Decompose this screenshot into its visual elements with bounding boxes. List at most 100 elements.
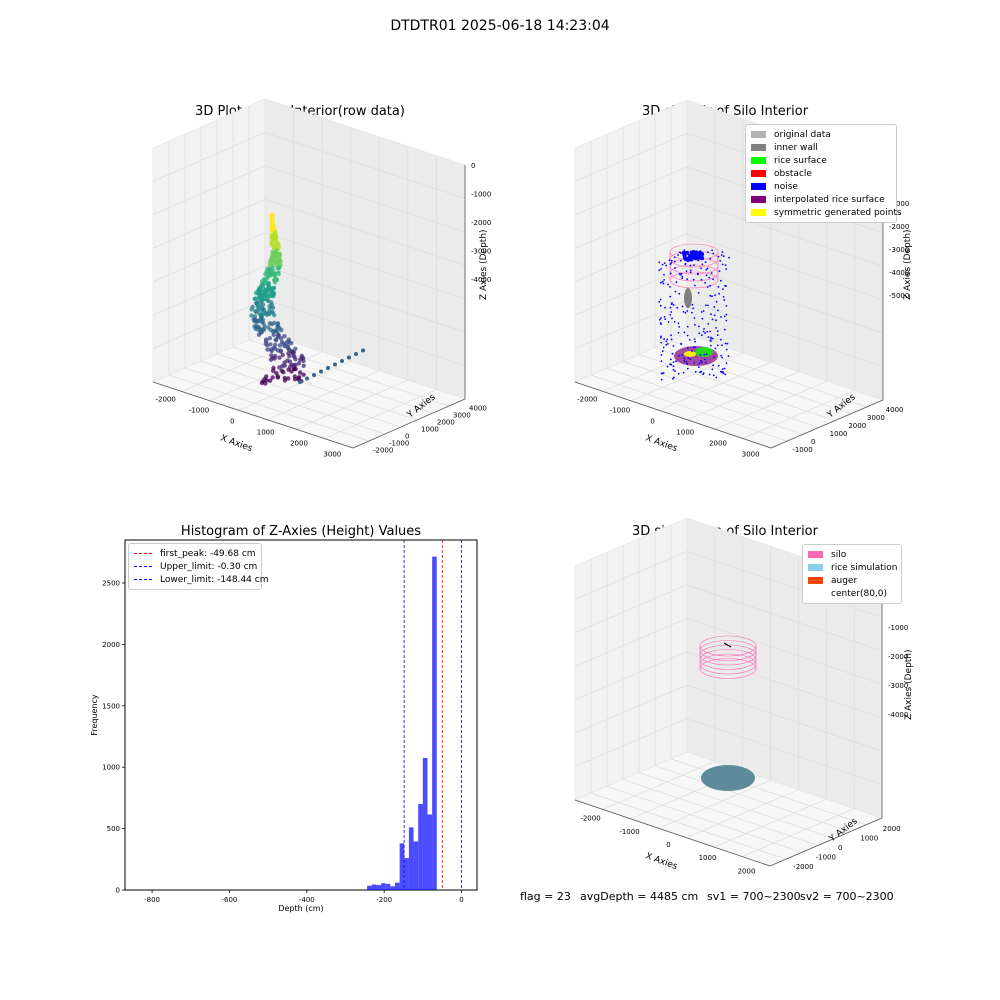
grid-line xyxy=(238,360,351,411)
tick-label: 3000 xyxy=(867,414,885,422)
legend-label: auger xyxy=(831,575,858,586)
y-tick-label: 500 xyxy=(107,825,120,833)
noise-point xyxy=(713,306,716,308)
data-point xyxy=(269,353,274,358)
noise-point xyxy=(670,311,673,313)
data-point xyxy=(333,362,337,367)
data-point xyxy=(259,305,265,310)
histogram-bar xyxy=(376,885,382,890)
grid-line xyxy=(264,232,466,300)
data-point xyxy=(279,368,284,373)
noise-point xyxy=(693,338,696,340)
noise-point xyxy=(712,252,715,255)
data-point xyxy=(268,342,273,347)
noise-point xyxy=(711,318,714,321)
legend-line-swatch xyxy=(134,566,152,567)
data-point xyxy=(258,299,264,304)
grid-line xyxy=(622,779,819,846)
tick-label: -1000 xyxy=(816,854,836,862)
data-point xyxy=(287,348,292,353)
noise-point xyxy=(720,254,723,256)
noise-point xyxy=(707,336,710,338)
legend-label: first_peak: -49.68 cm xyxy=(160,548,256,559)
noise-point xyxy=(723,367,726,370)
tick-label: 1000 xyxy=(257,429,275,437)
noise-point xyxy=(681,275,684,278)
noise-point xyxy=(700,370,703,373)
grid-line xyxy=(264,299,466,366)
data-point xyxy=(285,358,290,363)
data-point xyxy=(286,337,291,342)
grid-line xyxy=(152,198,266,249)
noise-point xyxy=(667,321,670,323)
noise-point xyxy=(673,376,675,379)
noise-point xyxy=(659,337,662,339)
noise-point xyxy=(693,253,698,258)
noise-point xyxy=(710,336,712,339)
noise-point xyxy=(702,373,704,375)
grid-line xyxy=(295,379,408,430)
grid-line xyxy=(590,792,787,860)
tick-label: 2000 xyxy=(290,440,308,448)
data-point xyxy=(298,357,303,362)
tick-label: -2000 xyxy=(889,223,909,231)
data-point xyxy=(263,337,269,342)
noise-point xyxy=(704,361,707,364)
tick-label: 3000 xyxy=(742,451,760,459)
data-point xyxy=(264,288,270,293)
data-point xyxy=(253,309,258,314)
noise-point xyxy=(675,360,677,363)
data-point xyxy=(347,355,351,360)
noise-point xyxy=(705,274,708,277)
data-point xyxy=(272,277,277,283)
grid-line xyxy=(742,390,856,439)
grid-line xyxy=(622,361,820,428)
data-point xyxy=(276,256,282,262)
noise-point xyxy=(710,344,712,347)
noise-point xyxy=(721,344,723,347)
noise-point xyxy=(658,300,660,303)
data-point xyxy=(270,310,275,315)
data-point xyxy=(257,311,262,316)
noise-point xyxy=(706,330,709,333)
data-point xyxy=(289,362,294,367)
grid-line xyxy=(152,165,266,216)
noise-point xyxy=(662,346,665,349)
noise-point xyxy=(673,256,676,259)
tick-label: -3000 xyxy=(889,246,909,254)
data-point xyxy=(270,375,275,380)
noise-point xyxy=(693,362,696,364)
noise-point xyxy=(706,286,709,288)
data-point xyxy=(271,273,277,278)
noise-point xyxy=(672,368,675,371)
tick-label: 0 xyxy=(650,418,654,426)
noise-point xyxy=(686,367,689,370)
data-point xyxy=(319,369,323,374)
noise-point xyxy=(661,263,664,266)
legend-entry: silo xyxy=(808,548,896,561)
data-point xyxy=(340,359,344,363)
noise-point xyxy=(723,328,726,331)
legend-swatch xyxy=(808,590,823,597)
data-point xyxy=(257,285,262,291)
noise-point xyxy=(663,279,665,281)
noise-point xyxy=(698,252,703,257)
data-point xyxy=(253,296,258,301)
tick-label: -1000 xyxy=(619,828,639,836)
grid-line xyxy=(654,765,851,833)
noise-point xyxy=(700,311,703,313)
tick-label: -5000 xyxy=(889,292,909,300)
noise-point xyxy=(682,310,685,313)
rice-surface xyxy=(695,347,713,357)
legend-label: center(80,0) xyxy=(831,588,888,599)
data-point xyxy=(312,373,316,377)
tick-label: -4000 xyxy=(888,711,908,719)
noise-point xyxy=(661,280,664,283)
histogram-y-axis-label: Frequency xyxy=(90,694,99,736)
data-point xyxy=(282,375,287,381)
histogram-x-axis-label: Depth (cm) xyxy=(278,904,323,913)
noise-point xyxy=(709,330,711,333)
noise-point xyxy=(677,372,680,375)
